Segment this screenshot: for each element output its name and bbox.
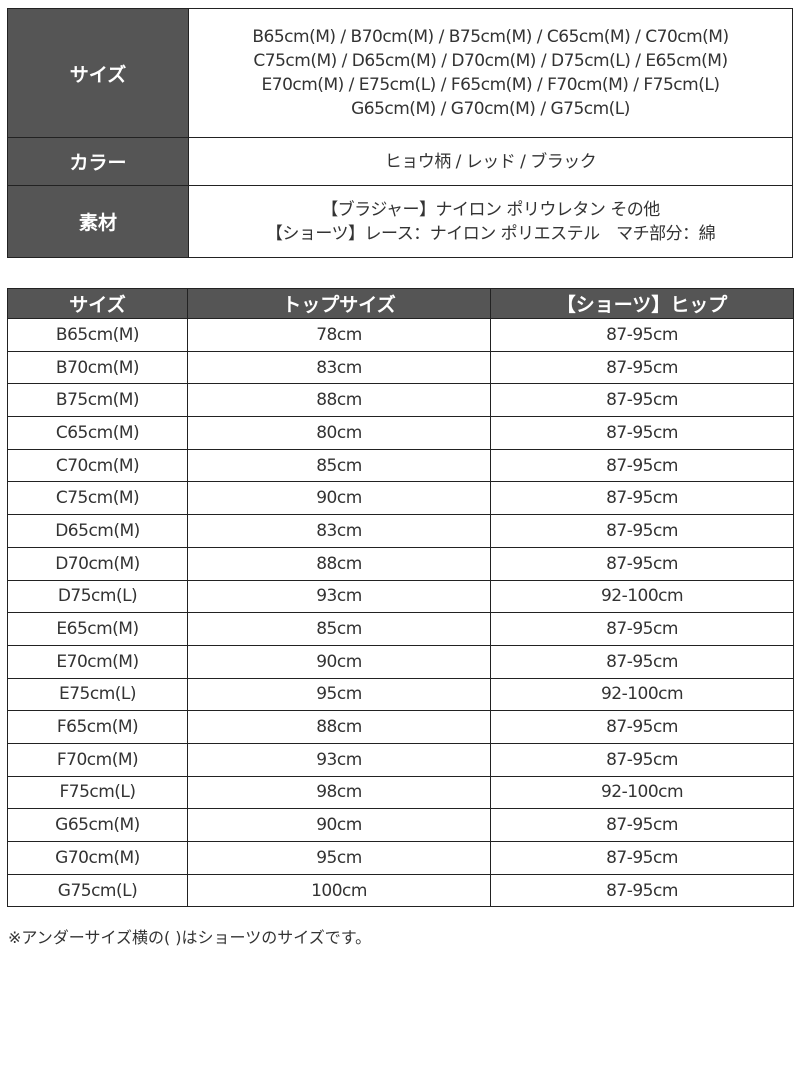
cell-top-size: 85cm [187,612,491,646]
cell-size: C70cm(M) [7,448,188,483]
table-row: C75cm(M) 90cm 87-95cm [7,481,794,516]
cell-top-size: 88cm [187,710,491,744]
spec-label-size: サイズ [7,8,189,138]
product-spec-table: サイズ B65cm(M) / B70cm(M) / B75cm(M) / C65… [7,8,793,258]
footnote: ※アンダーサイズ横の( )はショーツのサイズです。 [8,928,372,947]
cell-top-size: 90cm [187,481,491,516]
cell-top-size: 98cm [187,775,491,810]
cell-top-size: 90cm [187,808,491,842]
cell-size: G70cm(M) [7,841,188,875]
cell-top-size: 85cm [187,448,491,483]
table-row: E75cm(L) 95cm 92-100cm [7,677,794,712]
table-row: G75cm(L) 100cm 87-95cm [7,873,794,908]
cell-hip: 92-100cm [490,579,794,614]
table-row: G70cm(M) 95cm 87-95cm [7,841,794,875]
table-row: D75cm(L) 93cm 92-100cm [7,579,794,614]
cell-hip: 87-95cm [490,841,794,875]
cell-size: E75cm(L) [7,677,188,712]
cell-size: B70cm(M) [7,350,188,385]
cell-hip: 87-95cm [490,710,794,744]
material-line: 【ブラジャー】ナイロン ポリウレタン その他 [321,199,660,220]
header-hip: 【ショーツ】ヒップ [490,288,794,319]
table-row: B75cm(M) 88cm 87-95cm [7,383,794,418]
table-row: G65cm(M) 90cm 87-95cm [7,808,794,842]
cell-size: D75cm(L) [7,579,188,614]
table-row: B70cm(M) 83cm 87-95cm [7,350,794,385]
spec-label-material: 素材 [7,185,189,258]
size-line: E70cm(M) / E75cm(L) / F65cm(M) / F70cm(M… [261,75,720,95]
table-row: E65cm(M) 85cm 87-95cm [7,612,794,646]
size-chart-table: サイズ トップサイズ 【ショーツ】ヒップ B65cm(M) 78cm 87-95cm… [7,288,794,908]
table-row: C65cm(M) 80cm 87-95cm [7,416,794,450]
cell-hip: 87-95cm [490,742,794,777]
spec-value-color: ヒョウ柄 / レッド / ブラック [188,137,793,186]
spec-row-size: サイズ B65cm(M) / B70cm(M) / B75cm(M) / C65… [7,8,793,138]
cell-hip: 87-95cm [490,481,794,516]
cell-size: F70cm(M) [7,742,188,777]
cell-size: B75cm(M) [7,383,188,418]
spec-value-material: 【ブラジャー】ナイロン ポリウレタン その他 【ショーツ】レース：ナイロン ポリ… [188,185,793,258]
table-row: E70cm(M) 90cm 87-95cm [7,644,794,679]
cell-hip: 87-95cm [490,546,794,581]
cell-top-size: 95cm [187,677,491,712]
spec-row-material: 素材 【ブラジャー】ナイロン ポリウレタン その他 【ショーツ】レース：ナイロン… [7,185,793,258]
cell-size: E65cm(M) [7,612,188,646]
table-row: F75cm(L) 98cm 92-100cm [7,775,794,810]
header-size: サイズ [7,288,188,319]
cell-top-size: 80cm [187,416,491,450]
cell-top-size: 88cm [187,383,491,418]
table-row: D65cm(M) 83cm 87-95cm [7,514,794,548]
material-line: 【ショーツ】レース：ナイロン ポリエステル マチ部分：綿 [265,223,716,244]
cell-hip: 87-95cm [490,612,794,646]
table-row: F65cm(M) 88cm 87-95cm [7,710,794,744]
cell-size: B65cm(M) [7,318,188,352]
cell-size: D65cm(M) [7,514,188,548]
cell-top-size: 83cm [187,350,491,385]
cell-size: C75cm(M) [7,481,188,516]
cell-hip: 87-95cm [490,644,794,679]
cell-size: D70cm(M) [7,546,188,581]
cell-size: C65cm(M) [7,416,188,450]
cell-hip: 87-95cm [490,383,794,418]
spec-label-color: カラー [7,137,189,186]
cell-top-size: 83cm [187,514,491,548]
spec-value-size: B65cm(M) / B70cm(M) / B75cm(M) / C65cm(M… [188,8,793,138]
cell-size: F65cm(M) [7,710,188,744]
cell-size: F75cm(L) [7,775,188,810]
table-row: D70cm(M) 88cm 87-95cm [7,546,794,581]
cell-hip: 87-95cm [490,448,794,483]
cell-hip: 87-95cm [490,808,794,842]
cell-hip: 87-95cm [490,350,794,385]
table-row: B65cm(M) 78cm 87-95cm [7,318,794,352]
cell-top-size: 88cm [187,546,491,581]
table-row: F70cm(M) 93cm 87-95cm [7,742,794,777]
spec-row-color: カラー ヒョウ柄 / レッド / ブラック [7,137,793,186]
cell-size: G75cm(L) [7,873,188,908]
size-line: B65cm(M) / B70cm(M) / B75cm(M) / C65cm(M… [252,27,729,47]
cell-hip: 87-95cm [490,514,794,548]
cell-hip: 87-95cm [490,416,794,450]
cell-hip: 92-100cm [490,677,794,712]
cell-top-size: 100cm [187,873,491,908]
size-line: C75cm(M) / D65cm(M) / D70cm(M) / D75cm(L… [253,51,728,71]
cell-top-size: 78cm [187,318,491,352]
table-row: C70cm(M) 85cm 87-95cm [7,448,794,483]
cell-hip: 92-100cm [490,775,794,810]
cell-top-size: 95cm [187,841,491,875]
size-chart-header: サイズ トップサイズ 【ショーツ】ヒップ [7,288,794,319]
cell-size: G65cm(M) [7,808,188,842]
header-top-size: トップサイズ [187,288,491,319]
cell-hip: 87-95cm [490,873,794,908]
cell-top-size: 93cm [187,579,491,614]
cell-size: E70cm(M) [7,644,188,679]
cell-hip: 87-95cm [490,318,794,352]
size-line: G65cm(M) / G70cm(M) / G75cm(L) [351,99,630,119]
cell-top-size: 93cm [187,742,491,777]
cell-top-size: 90cm [187,644,491,679]
